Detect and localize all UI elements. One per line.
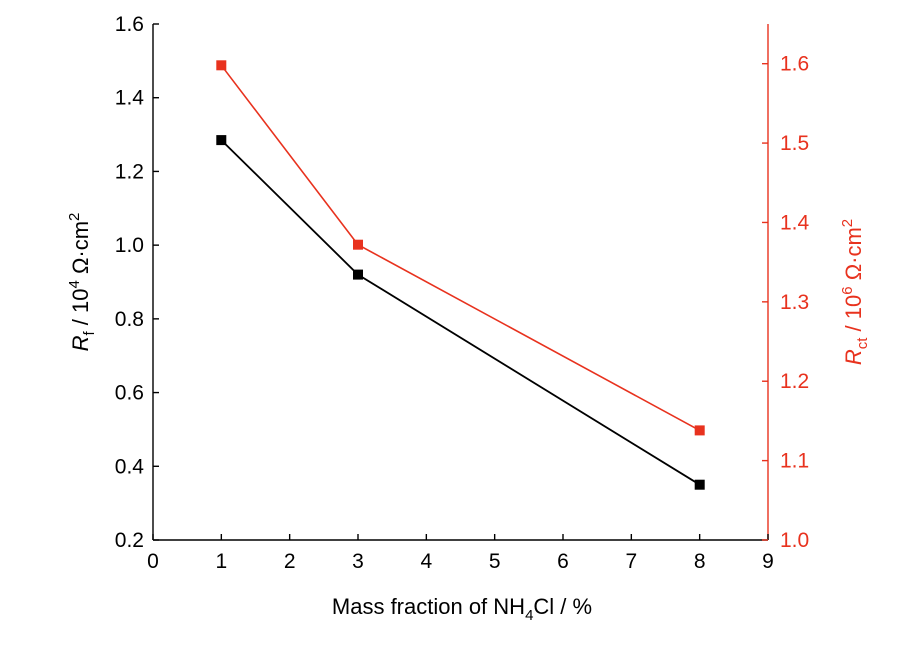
x-tick-label: 9	[762, 550, 774, 573]
x-axis-title-part2: Cl / %	[533, 594, 592, 619]
x-tick-label: 0	[147, 550, 159, 573]
x-tick-label: 5	[489, 550, 501, 573]
left-y-axis-title-mid: / 10	[68, 289, 93, 332]
right-y-axis-title-symbol: R	[841, 349, 866, 365]
left-y-tick-label: 0.8	[115, 308, 144, 331]
x-axis-title-subscript: 4	[525, 607, 533, 624]
series-line-rf	[220, 139, 701, 486]
left-y-tick-label: 0.2	[115, 529, 144, 552]
left-y-axis-title-superscript2: 2	[66, 213, 83, 221]
right-y-tick-label: 1.3	[780, 291, 809, 314]
left-y-axis-title-unit: Ω·cm	[68, 221, 93, 280]
x-tick-label: 1	[215, 550, 227, 573]
x-axis-ticks: 0 1 2 3 4 5 6 7 8 9	[147, 534, 774, 573]
right-y-axis-title-unit: Ω·cm	[841, 227, 866, 286]
data-point-rct-2	[694, 425, 705, 436]
x-tick-label: 4	[420, 550, 432, 573]
series-layer	[216, 60, 705, 490]
right-y-axis-title-superscript2: 2	[839, 219, 856, 227]
left-y-tick-label: 1.6	[115, 13, 144, 36]
left-y-tick-label: 0.6	[115, 382, 144, 405]
left-y-axis-title: Rf / 104 Ω·cm2	[66, 213, 98, 352]
right-y-axis-title-superscript: 6	[839, 286, 856, 294]
right-y-axis-title: Rct / 106 Ω·cm2	[839, 219, 871, 365]
right-y-tick-label: 1.5	[780, 132, 809, 155]
data-point-rf-2	[694, 479, 705, 490]
x-axis-title: Mass fraction of NH4Cl / %	[332, 594, 592, 624]
data-point-rct-0	[216, 60, 227, 71]
right-y-tick-label: 1.0	[780, 529, 809, 552]
right-y-tick-label: 1.6	[780, 53, 809, 76]
right-y-axis-ticks: 1.0 1.1 1.2 1.3 1.4 1.5 1.6	[762, 53, 810, 552]
right-y-tick-label: 1.2	[780, 370, 809, 393]
x-axis-title-part1: Mass fraction of NH	[332, 594, 525, 619]
x-tick-label: 3	[352, 550, 364, 573]
right-y-axis-title-subscript: ct	[854, 337, 871, 350]
left-y-tick-label: 0.4	[115, 455, 145, 478]
right-y-tick-label: 1.1	[780, 450, 809, 473]
left-y-axis-title-superscript: 4	[66, 280, 83, 288]
data-point-rf-1	[353, 269, 363, 280]
left-y-axis-title-subscript: f	[81, 331, 98, 336]
axes	[152, 24, 769, 541]
series-line-rct	[220, 64, 701, 432]
left-y-tick-label: 1.2	[115, 160, 144, 183]
data-point-rf-0	[216, 135, 227, 146]
data-point-rct-1	[353, 239, 363, 250]
x-tick-label: 7	[625, 550, 637, 573]
right-y-tick-label: 1.4	[780, 211, 810, 234]
right-y-axis-title-mid: / 10	[841, 295, 866, 338]
x-tick-label: 6	[557, 550, 569, 573]
left-y-axis-title-symbol: R	[68, 335, 93, 351]
x-tick-label: 2	[284, 550, 296, 573]
x-tick-label: 8	[694, 550, 706, 573]
left-y-tick-label: 1.0	[115, 234, 144, 257]
left-y-tick-label: 1.4	[115, 87, 145, 110]
left-y-axis-ticks: 0.2 0.4 0.6 0.8 1.0 1.2 1.4 1.6	[115, 13, 159, 552]
